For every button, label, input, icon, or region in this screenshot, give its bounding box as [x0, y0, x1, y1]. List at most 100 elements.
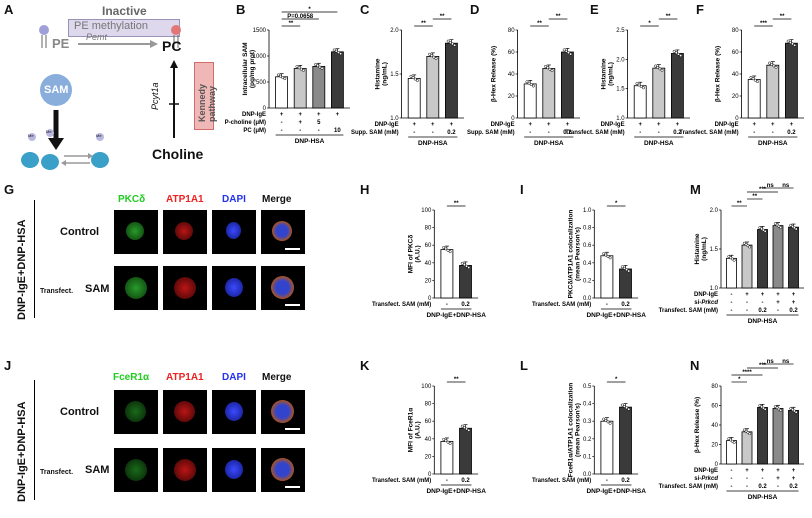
chart-m: Histamine (ng/mL)1.01.52.0*******ns nsDNP-… [659, 183, 804, 325]
sig-label: *** [759, 187, 767, 193]
condition-label: DNP-IgE [715, 122, 739, 128]
y-tick-label: 40 [732, 72, 739, 78]
imaging-j-row-control: Control [60, 406, 100, 418]
condition-cell: - [413, 130, 415, 136]
micro-g-sam-atp1a1 [163, 266, 207, 310]
imaging-g-row-control: Control [60, 226, 100, 238]
data-point [620, 265, 624, 269]
data-point [525, 80, 529, 84]
micro-g-sam-merge [261, 266, 305, 310]
imaging-j-col-2: ATP1A1 [166, 372, 204, 383]
data-point [444, 439, 448, 443]
data-point [281, 75, 285, 79]
sig-label: P=0.0658 [287, 14, 314, 20]
nucleosome-icons [21, 129, 109, 170]
data-point [531, 84, 535, 88]
condition-cell: - [606, 478, 608, 484]
condition-cell: + [431, 122, 435, 128]
imaging-g-col-1: PKCδ [118, 194, 146, 205]
pcyt1a-label: Pcyt1a [150, 82, 160, 110]
y-tick-label: 60 [425, 419, 432, 425]
y-tick-label: 40 [508, 72, 515, 78]
y-tick-label: 1.0 [710, 286, 719, 292]
bar [766, 64, 780, 119]
panel-label-c: C [360, 2, 370, 17]
condition-cell: - [658, 130, 660, 136]
pe-lipid-icon [39, 25, 49, 48]
y-tick-label: 0.1 [583, 454, 592, 460]
data-point [608, 421, 612, 425]
sig-label: * [738, 377, 741, 383]
data-point [446, 440, 450, 444]
sig-label: ** [666, 14, 671, 20]
y-tick-label: 0.6 [583, 243, 592, 249]
bar [788, 409, 799, 465]
data-point [430, 54, 434, 58]
bar [275, 76, 288, 109]
data-point [432, 55, 436, 59]
condition-cell: - [746, 484, 748, 490]
chart-h-ylabel: MFI of PKCδ [407, 235, 414, 274]
sig-label: ** [537, 21, 542, 27]
data-point [434, 57, 438, 60]
panel-label-e: E [590, 2, 599, 17]
data-point [314, 63, 318, 66]
condition-label: DNP-IgE [601, 122, 625, 128]
data-point [411, 76, 415, 80]
data-point [677, 52, 680, 56]
condition-cell: 10 [334, 128, 341, 134]
data-point [453, 43, 457, 47]
chart-m-ylabel: (ng/mL) [701, 237, 708, 261]
y-tick-label: 0.8 [583, 226, 592, 232]
bar [331, 51, 344, 109]
data-point [793, 43, 797, 47]
data-point [656, 65, 660, 69]
condition-cell: + [298, 112, 302, 118]
chart-l-ylabel: FceR1α/ATP1A1 colocalization [567, 383, 574, 478]
pe-label: PE [52, 36, 70, 51]
imaging-g-col-2: ATP1A1 [166, 194, 204, 205]
sig-label: ns [767, 359, 775, 365]
micro-g-sam-pkcd [114, 266, 158, 310]
y-tick-label: 2.5 [616, 28, 625, 34]
imaging-j-transfect: Transfect. [40, 469, 74, 476]
condition-cell: + [566, 122, 570, 128]
condition-cell: - [777, 484, 779, 490]
bar [459, 265, 472, 299]
panel-label-m: M [690, 182, 701, 197]
group-label: DNP-HSA [534, 140, 564, 147]
y-tick-label: 0 [715, 462, 719, 468]
data-point [622, 266, 626, 270]
group-label: DNP-HSA [418, 140, 448, 147]
data-point [602, 417, 606, 421]
data-point [465, 427, 469, 431]
data-point [791, 42, 794, 46]
imaging-j-side-label: DNP-IgE+DNP-HSA [16, 401, 28, 502]
condition-cell: 0.2 [789, 484, 798, 490]
data-point [448, 41, 452, 44]
micro-j-control-dapi [212, 390, 256, 434]
y-tick-label: 80 [711, 384, 718, 390]
condition-cell: 0.2 [789, 308, 798, 314]
condition-cell: + [450, 122, 454, 128]
sig-label: ns [782, 183, 790, 189]
data-point [625, 268, 629, 272]
sig-label: ** [289, 21, 294, 27]
micro-j-sam-merge [261, 448, 305, 492]
condition-label: DNP-IgE [491, 122, 515, 128]
data-point [679, 54, 683, 58]
bar [726, 440, 737, 465]
data-point [320, 66, 324, 70]
condition-cell: 0.2 [461, 302, 470, 308]
condition-label: DNP-IgE [375, 122, 399, 128]
panel-label-g: G [4, 182, 15, 197]
condition-label: DNP-IgE [694, 468, 718, 474]
condition-cell: + [657, 122, 661, 128]
data-point [339, 52, 343, 56]
data-point [779, 408, 783, 412]
condition-cell: - [281, 128, 283, 134]
data-point [527, 81, 531, 85]
y-tick-label: 0 [511, 116, 515, 122]
